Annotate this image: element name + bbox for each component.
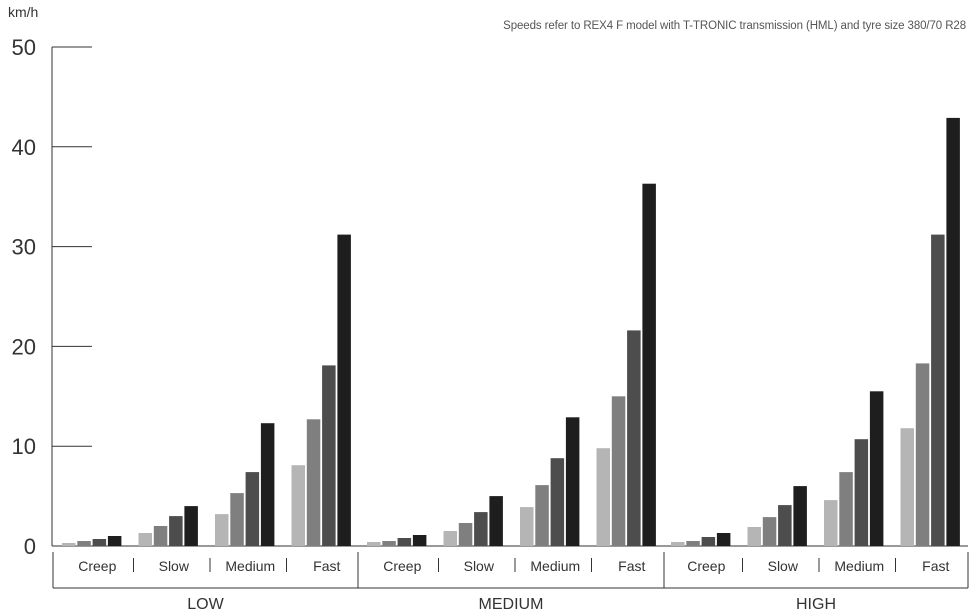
bar xyxy=(596,448,610,546)
bar xyxy=(107,536,122,546)
bar xyxy=(793,486,807,546)
range-label: MEDIUM xyxy=(479,596,544,610)
group-label: Slow xyxy=(768,558,799,574)
bar xyxy=(931,234,945,546)
group-label: Creep xyxy=(78,558,116,574)
bar xyxy=(701,537,716,546)
y-tick-label: 10 xyxy=(12,434,36,459)
bar xyxy=(153,526,168,546)
bar xyxy=(520,507,534,546)
y-tick-label: 40 xyxy=(12,135,36,160)
bar xyxy=(535,485,549,546)
bar xyxy=(671,542,685,546)
group-label: Fast xyxy=(618,558,645,574)
bar xyxy=(550,458,565,546)
bar xyxy=(762,517,777,546)
bar xyxy=(306,419,321,546)
range-label: HIGH xyxy=(796,596,836,610)
chart-footnote: Speeds refer to REX4 F model with T-TRON… xyxy=(503,20,966,32)
group-label: Slow xyxy=(464,558,495,574)
bar xyxy=(291,465,305,546)
bar xyxy=(686,541,700,546)
bar xyxy=(611,396,626,546)
group-label: Medium xyxy=(225,558,275,574)
bar xyxy=(62,543,76,546)
bar xyxy=(337,234,351,546)
group-label: Creep xyxy=(687,558,725,574)
bar xyxy=(900,428,914,546)
bar xyxy=(642,183,656,546)
bar xyxy=(489,496,503,546)
bar xyxy=(747,527,761,546)
bar xyxy=(184,506,198,546)
group-label: Fast xyxy=(313,558,340,574)
bar xyxy=(443,531,457,546)
bar xyxy=(245,472,260,546)
bar xyxy=(869,391,884,546)
group-label: Fast xyxy=(922,558,949,574)
bar xyxy=(778,505,792,546)
group-label: Medium xyxy=(834,558,884,574)
bar xyxy=(716,533,731,546)
bar xyxy=(839,472,853,546)
bar xyxy=(92,539,107,546)
y-tick-label: 0 xyxy=(24,534,36,559)
bar xyxy=(322,365,336,546)
bar xyxy=(458,523,473,546)
bar xyxy=(824,500,838,546)
bar xyxy=(627,330,641,546)
range-label: LOW xyxy=(187,596,224,610)
y-tick-label: 20 xyxy=(12,334,36,359)
group-label: Slow xyxy=(159,558,190,574)
bar xyxy=(946,117,960,547)
bar xyxy=(367,542,381,546)
bar xyxy=(397,538,412,546)
bar xyxy=(138,533,152,546)
y-axis-unit-label: km/h xyxy=(8,4,39,20)
bar xyxy=(260,423,275,546)
bar xyxy=(169,516,183,546)
y-tick-label: 30 xyxy=(12,235,36,260)
bar xyxy=(412,535,427,546)
bar xyxy=(854,439,869,546)
group-label: Medium xyxy=(530,558,580,574)
bar xyxy=(474,512,488,546)
group-label: Creep xyxy=(383,558,421,574)
bar xyxy=(915,363,930,546)
bar xyxy=(215,514,229,546)
bar xyxy=(230,493,244,546)
y-tick-label: 50 xyxy=(12,35,36,60)
bar xyxy=(77,541,91,546)
bar xyxy=(382,541,396,546)
bar xyxy=(565,417,580,546)
